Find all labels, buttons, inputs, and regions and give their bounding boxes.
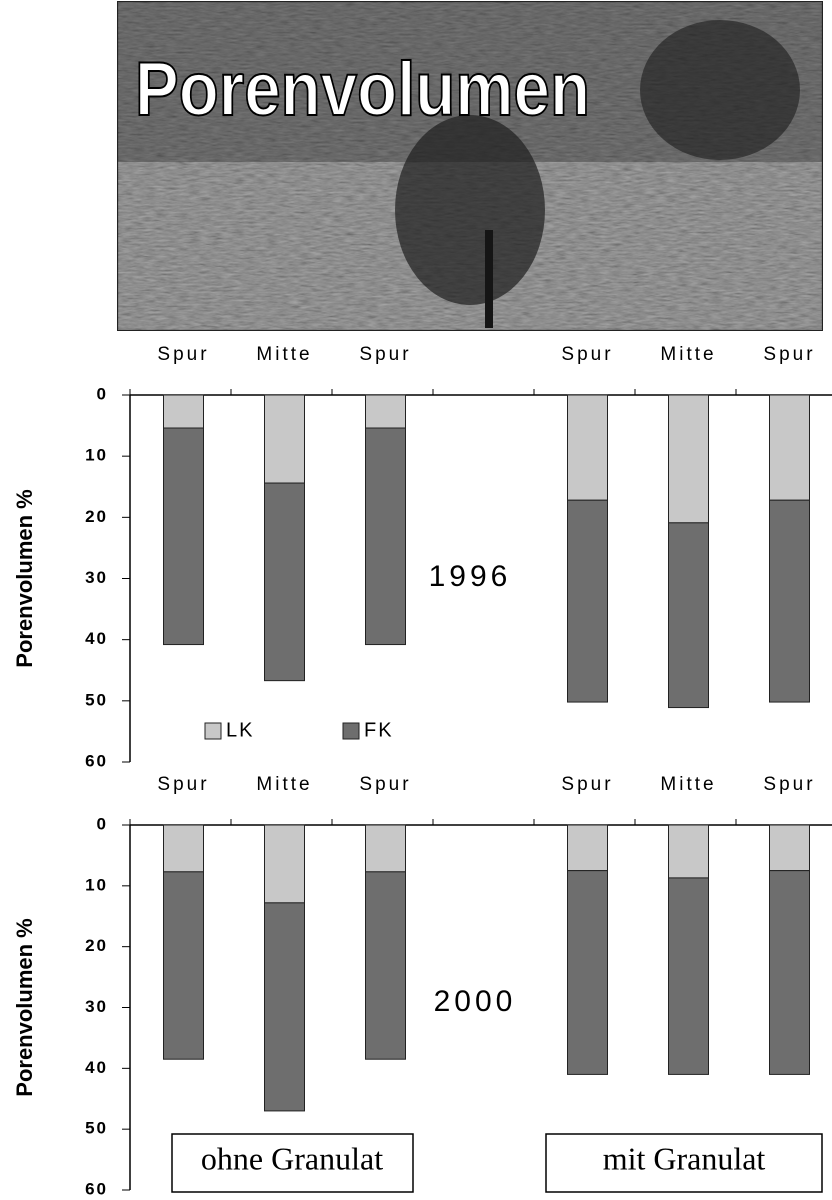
y-tick-label: 10 (85, 875, 108, 894)
page: Porenvolumen 0 10 20 30 40 50 60 Porenvolumen %… (0, 0, 832, 1200)
legend-swatch (205, 723, 221, 739)
x-tick-label: Spur (561, 774, 613, 795)
bar-segment (669, 825, 709, 878)
page-title: Porenvolumen (135, 47, 590, 132)
y-axis-label: Porenvolumen % (12, 489, 37, 667)
y-tick-label: 30 (85, 997, 108, 1016)
bar-segment (366, 395, 406, 428)
bar-segment (568, 500, 608, 702)
bar-segment (164, 825, 204, 872)
y-tick-label: 30 (85, 568, 108, 587)
y-axis-label: Porenvolumen % (12, 918, 37, 1096)
x-tick-label: Mitte (256, 774, 312, 795)
bar-segment (568, 871, 608, 1075)
bar-segment (770, 500, 810, 702)
annotation: 2000 (434, 985, 517, 1018)
bar-segment (164, 428, 204, 645)
bar-segment (770, 395, 810, 500)
x-tick-label: Mitte (660, 774, 716, 795)
x-tick-label: Spur (157, 344, 209, 365)
y-tick-label: 0 (97, 814, 108, 833)
bar-segment (770, 871, 810, 1075)
y-tick-label: 20 (85, 507, 108, 526)
bar-segment (568, 395, 608, 500)
bar-segment (669, 395, 709, 523)
bar-segment (164, 395, 204, 428)
bar-segment (265, 395, 305, 483)
x-tick-label: Spur (359, 344, 411, 365)
y-tick-label: 60 (85, 751, 108, 770)
bar-segment (366, 872, 406, 1059)
annotation: ohne Granulat (201, 1140, 383, 1176)
y-tick-label: 40 (85, 1058, 108, 1077)
x-tick-label: Spur (359, 774, 411, 795)
x-tick-label: Spur (157, 774, 209, 795)
legend-label: LK (226, 719, 254, 741)
y-tick-label: 50 (85, 1119, 108, 1138)
y-tick-label: 60 (85, 1179, 108, 1198)
x-tick-label: Mitte (660, 344, 716, 365)
y-tick-label: 40 (85, 629, 108, 648)
bar-segment (366, 825, 406, 872)
y-tick-label: 0 (97, 384, 108, 403)
y-tick-label: 10 (85, 446, 108, 465)
bar-segment (164, 872, 204, 1059)
bar-segment (366, 428, 406, 645)
bar-segment (568, 825, 608, 871)
annotation: mit Granulat (603, 1140, 766, 1176)
bar-segment (669, 523, 709, 708)
bar-segment (265, 903, 305, 1111)
x-tick-label: Spur (561, 344, 613, 365)
bar-segment (669, 878, 709, 1074)
bar-segment (265, 825, 305, 903)
x-tick-label: Spur (763, 774, 815, 795)
bar-segment (770, 825, 810, 871)
x-tick-label: Mitte (256, 344, 312, 365)
legend-label: FK (364, 719, 394, 741)
y-tick-label: 20 (85, 936, 108, 955)
bar-segment (265, 483, 305, 681)
y-tick-label: 50 (85, 690, 108, 709)
legend-swatch (343, 723, 359, 739)
x-tick-label: Spur (763, 344, 815, 365)
annotation: 1996 (429, 560, 512, 593)
